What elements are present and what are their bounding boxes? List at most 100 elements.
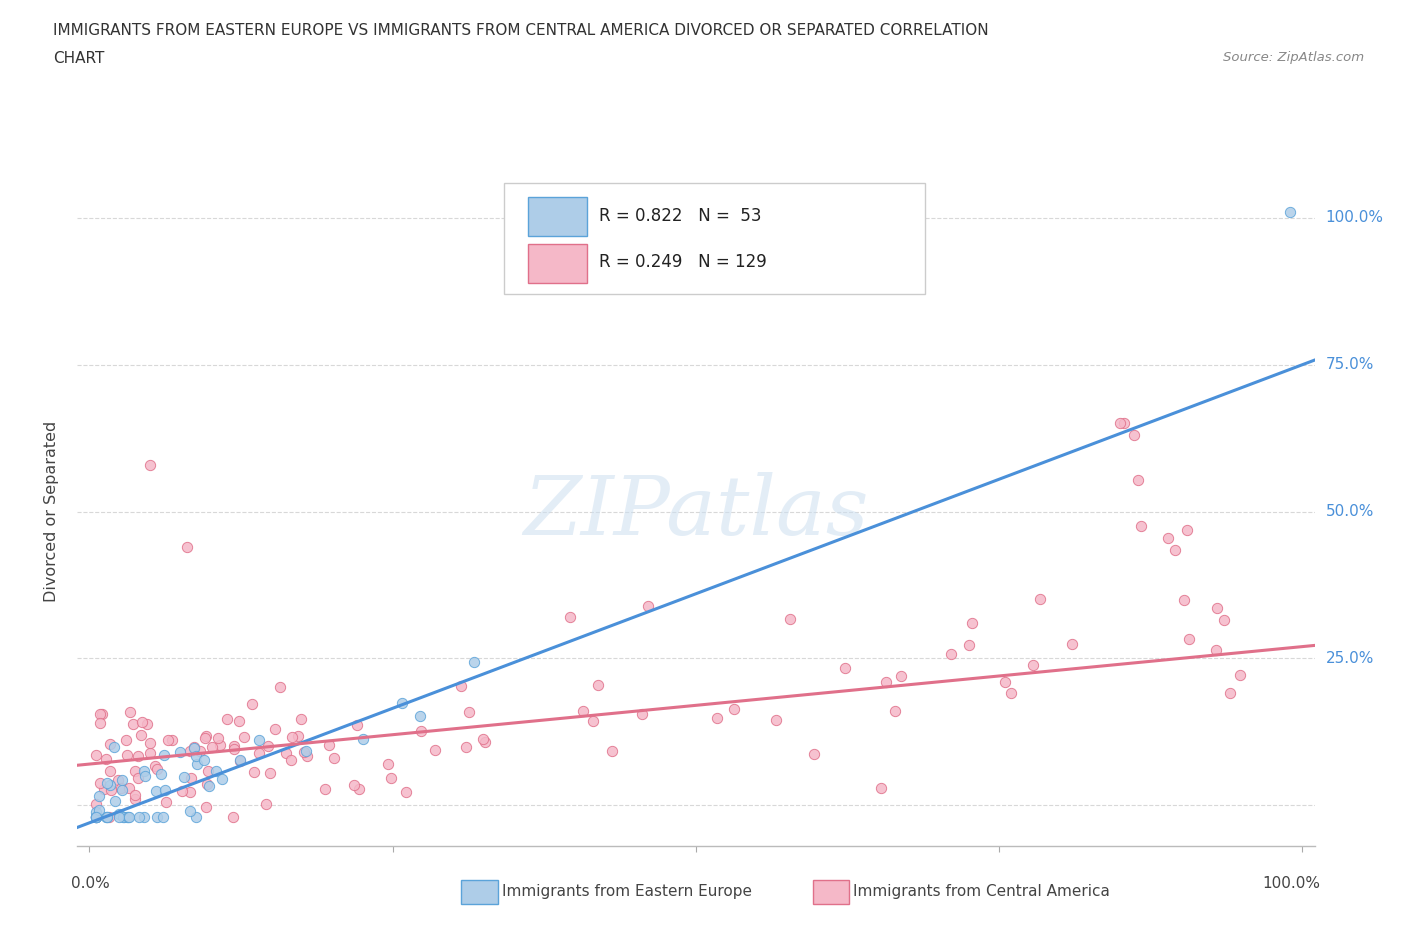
Point	[211, 772, 233, 787]
Point	[779, 612, 801, 627]
Point	[114, 732, 136, 747]
Point	[347, 782, 370, 797]
Point	[128, 809, 150, 824]
Point	[572, 703, 595, 718]
Point	[98, 737, 121, 751]
Point	[450, 678, 472, 693]
Point	[98, 777, 121, 792]
Point	[280, 752, 302, 767]
Point	[186, 756, 208, 771]
Text: Immigrants from Central America: Immigrants from Central America	[853, 884, 1111, 899]
Point	[377, 757, 399, 772]
Point	[292, 745, 315, 760]
Point	[240, 697, 263, 711]
Point	[138, 735, 160, 750]
Point	[127, 771, 149, 786]
Text: Source: ZipAtlas.com: Source: ZipAtlas.com	[1223, 51, 1364, 64]
Point	[215, 712, 238, 727]
Point	[84, 748, 107, 763]
Point	[957, 637, 980, 652]
Point	[586, 677, 609, 692]
Point	[146, 762, 169, 777]
Point	[454, 739, 477, 754]
Point	[229, 754, 252, 769]
Point	[380, 771, 402, 786]
Point	[1279, 205, 1302, 219]
Point	[150, 766, 173, 781]
Text: 75.0%: 75.0%	[1326, 357, 1374, 372]
Point	[409, 724, 432, 738]
Point	[111, 782, 134, 797]
Point	[409, 709, 432, 724]
Point	[295, 744, 318, 759]
Point	[423, 742, 446, 757]
Point	[209, 737, 232, 752]
Point	[194, 731, 217, 746]
Point	[560, 610, 582, 625]
Point	[143, 759, 166, 774]
Point	[179, 785, 201, 800]
Point	[207, 731, 229, 746]
Point	[87, 802, 110, 817]
Point	[145, 784, 167, 799]
Point	[1109, 416, 1132, 431]
Point	[1205, 643, 1227, 658]
Point	[98, 809, 121, 824]
Point	[127, 748, 149, 763]
FancyBboxPatch shape	[505, 183, 925, 294]
Point	[173, 770, 195, 785]
Text: IMMIGRANTS FROM EASTERN EUROPE VS IMMIGRANTS FROM CENTRAL AMERICA DIVORCED OR SE: IMMIGRANTS FROM EASTERN EUROPE VS IMMIGR…	[53, 23, 988, 38]
Point	[323, 751, 346, 766]
Point	[474, 735, 496, 750]
Point	[104, 793, 127, 808]
Point	[472, 731, 495, 746]
Point	[188, 744, 211, 759]
Text: CHART: CHART	[53, 51, 105, 66]
Point	[117, 809, 139, 824]
Point	[222, 738, 245, 753]
Point	[87, 788, 110, 803]
Point	[179, 804, 201, 818]
Text: 50.0%: 50.0%	[1326, 504, 1374, 519]
Point	[287, 728, 309, 743]
Point	[96, 776, 118, 790]
Text: ZIPatlas: ZIPatlas	[523, 472, 869, 551]
Y-axis label: Divorced or Separated: Divorced or Separated	[44, 421, 59, 602]
Point	[84, 804, 107, 819]
Point	[84, 809, 107, 824]
Point	[139, 746, 162, 761]
Point	[84, 809, 107, 824]
Point	[134, 764, 156, 778]
Point	[200, 740, 222, 755]
Point	[162, 732, 184, 747]
Point	[176, 539, 198, 554]
Point	[131, 714, 153, 729]
Point	[89, 715, 111, 730]
Point	[939, 646, 962, 661]
Point	[180, 770, 202, 785]
Point	[169, 744, 191, 759]
Point	[1157, 531, 1180, 546]
Point	[134, 769, 156, 784]
Text: 0.0%: 0.0%	[72, 876, 110, 892]
Point	[118, 781, 141, 796]
Point	[229, 752, 252, 767]
Point	[247, 732, 270, 747]
Point	[124, 764, 146, 778]
Point	[195, 729, 218, 744]
Point	[84, 809, 107, 824]
Point	[107, 772, 129, 787]
Point	[134, 809, 156, 824]
Point	[257, 738, 280, 753]
Point	[139, 457, 162, 472]
Point	[103, 739, 125, 754]
Point	[352, 731, 374, 746]
Point	[602, 744, 624, 759]
Point	[183, 739, 205, 754]
Point	[290, 711, 312, 726]
Point	[100, 782, 122, 797]
Point	[314, 781, 336, 796]
Point	[274, 746, 297, 761]
Point	[960, 616, 983, 631]
Point	[204, 764, 226, 778]
